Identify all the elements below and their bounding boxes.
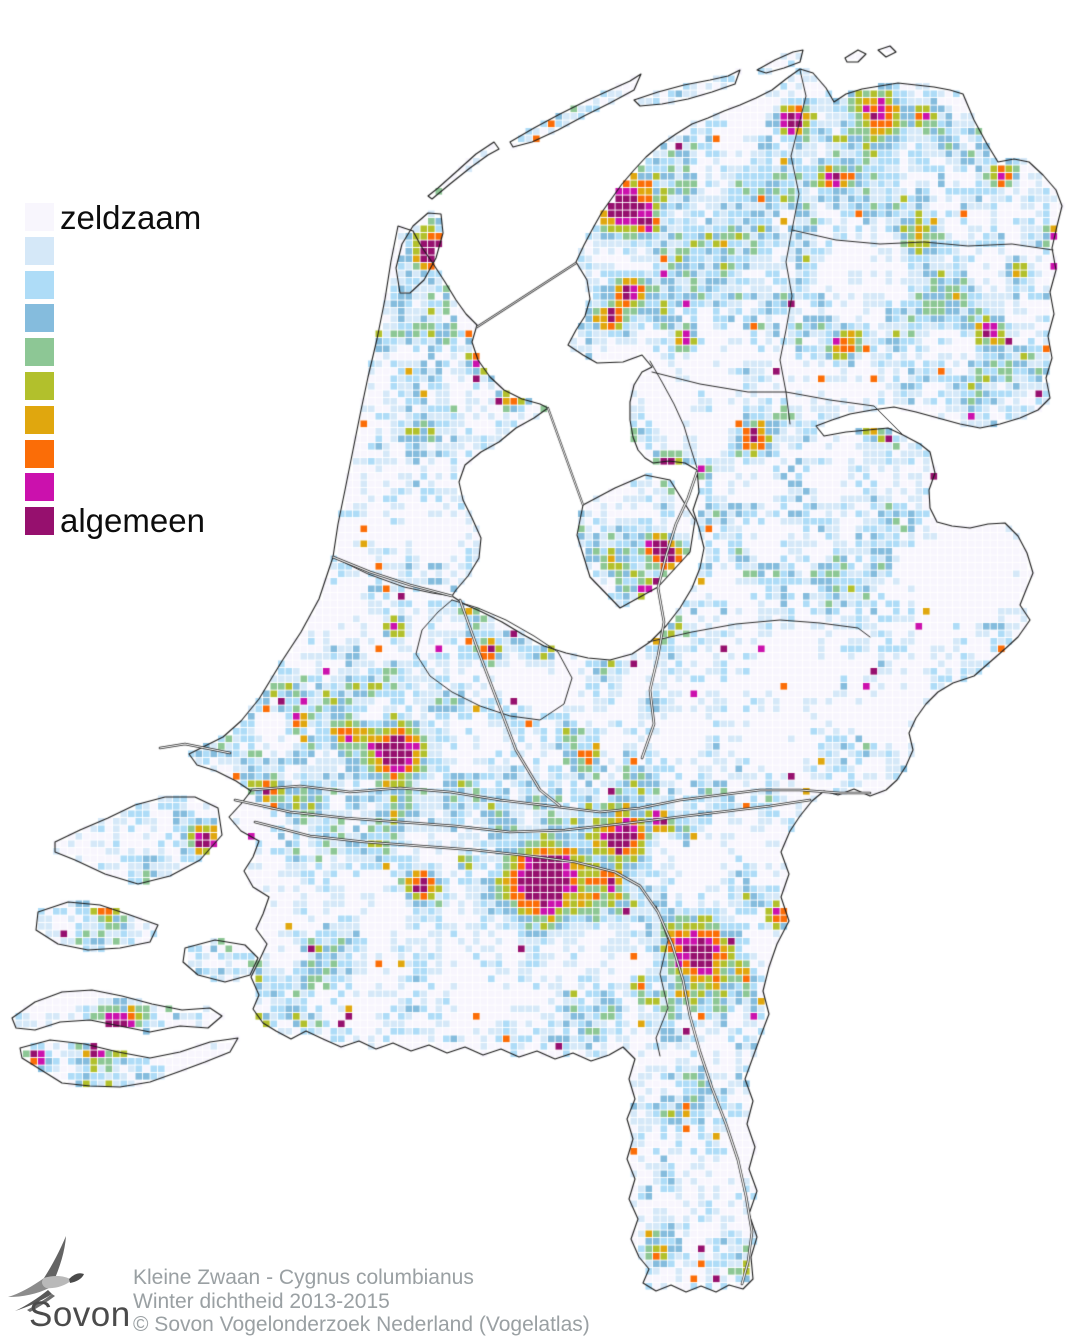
legend-max-label: algemeen — [60, 502, 205, 539]
legend-swatch — [25, 236, 54, 265]
legend-swatch — [25, 473, 54, 502]
legend-swatch — [25, 203, 54, 231]
caption-species: Kleine Zwaan - Cygnus columbianus — [133, 1266, 474, 1289]
sovon-wordmark: Sovon — [29, 1295, 131, 1334]
legend-swatch — [25, 304, 54, 333]
caption-period: Winter dichtheid 2013-2015 — [133, 1289, 390, 1313]
legend-swatch — [25, 270, 54, 299]
legend-swatch — [25, 439, 54, 468]
map-captions: Kleine Zwaan - Cygnus columbianus Winter… — [133, 1266, 590, 1337]
sovon-swallow-logo-icon — [8, 1236, 84, 1312]
legend-min-label: zeldzaam — [60, 199, 202, 236]
caption-copyright: © Sovon Vogelonderzoek Nederland (Vogela… — [133, 1313, 590, 1337]
legend-swatch — [25, 371, 54, 400]
legend-swatch — [25, 338, 54, 367]
legend-swatch — [25, 507, 54, 536]
density-legend — [25, 203, 54, 536]
legend-swatch — [25, 405, 54, 434]
